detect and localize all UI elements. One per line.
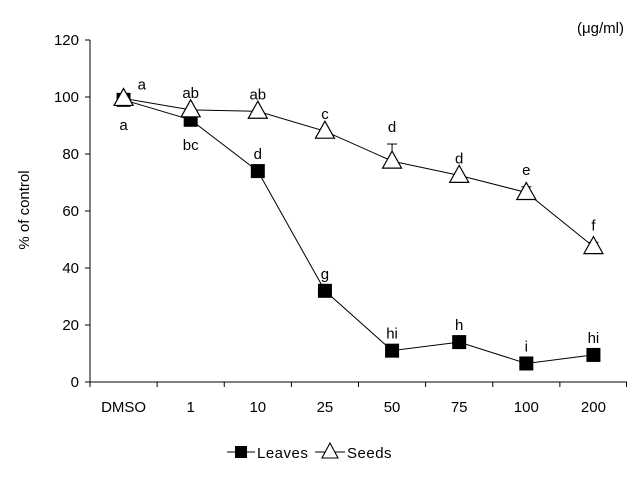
leaves-data-point [317, 283, 332, 298]
y-tick-label: 80 [62, 146, 79, 163]
leaves-series-line [123, 99, 594, 364]
y-tick-label: 60 [62, 203, 79, 220]
x-axis: DMSO 1 10 25 50 75 100 200 [89, 381, 627, 416]
seeds-data-point [448, 164, 470, 183]
y-tick-label: 20 [62, 317, 79, 334]
seeds-data-point [314, 119, 336, 139]
seeds-data-point [515, 181, 537, 201]
unit-label: (μg/ml) [577, 20, 624, 37]
y-axis: 0 20 40 60 80 100 120 [54, 32, 91, 391]
data-markers [113, 87, 604, 371]
legend-leaves-label: Leaves [257, 445, 308, 462]
y-axis-title: % of control [16, 170, 33, 249]
seeds-significance-label: e [522, 162, 530, 179]
x-tick-label: 10 [249, 399, 266, 416]
x-tick-label: 1 [187, 399, 195, 416]
leaves-data-point [385, 343, 400, 358]
y-tick-label: 100 [54, 89, 79, 106]
leaves-significance-label: hi [386, 326, 398, 343]
legend-seeds-label: Seeds [347, 445, 392, 462]
seeds-significance-label: a [138, 76, 147, 93]
seeds-significance-label: d [388, 119, 396, 136]
seeds-data-point [113, 87, 135, 107]
y-tick-label: 40 [62, 260, 79, 277]
x-tick-label: 100 [514, 399, 539, 416]
leaves-significance-label: g [321, 266, 329, 283]
seeds-series-line [123, 97, 594, 248]
y-tick-label: 120 [54, 32, 79, 49]
leaves-significance-label: d [254, 146, 262, 163]
seeds-significance-label: d [455, 150, 463, 167]
leaves-significance-label: bc [183, 137, 199, 154]
x-tick-label: 50 [384, 399, 401, 416]
leaves-significance-label: a [119, 117, 128, 134]
seeds-data-point [582, 235, 604, 255]
seeds-data-point [381, 149, 403, 169]
x-tick-label: 25 [317, 399, 334, 416]
legend-seeds-marker [321, 441, 339, 459]
seeds-significance-label: ab [249, 86, 266, 103]
legend: Leaves Seeds [227, 441, 392, 462]
series-lines [123, 97, 594, 364]
seeds-significance-label: f [591, 217, 596, 234]
y-tick-label: 0 [71, 374, 79, 391]
leaves-data-point [452, 335, 467, 350]
leaves-significance-label: hi [588, 330, 600, 347]
seeds-data-point [247, 100, 269, 119]
x-tick-label: 75 [451, 399, 468, 416]
leaves-data-point [519, 356, 534, 371]
leaves-data-point [586, 347, 601, 362]
leaves-data-point [250, 164, 265, 179]
leaves-significance-label: i [525, 338, 528, 355]
seeds-significance-label: ab [182, 85, 199, 102]
legend-leaves-marker [235, 446, 247, 458]
leaves-significance-label: h [455, 317, 463, 334]
x-tick-label: 200 [581, 399, 606, 416]
seeds-data-point [180, 98, 202, 118]
seeds-significance-label: c [321, 106, 329, 123]
error-bars [387, 143, 599, 247]
x-tick-label: DMSO [101, 399, 146, 416]
